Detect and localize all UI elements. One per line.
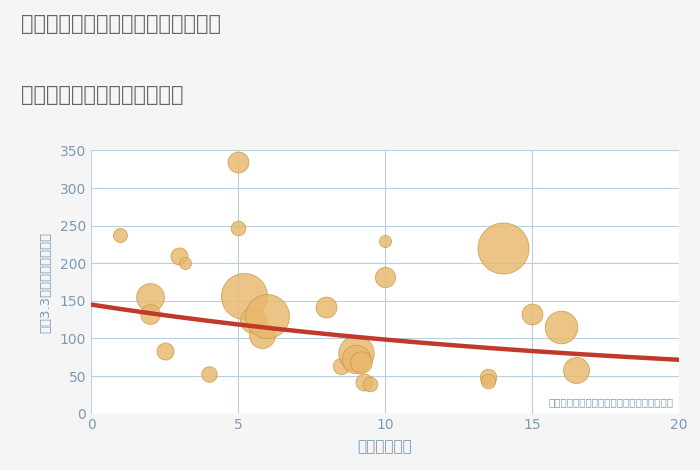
Point xyxy=(238,292,249,299)
Point xyxy=(321,303,332,311)
Text: 円の大きさは、取引のあった物件面積を示す: 円の大きさは、取引のあった物件面積を示す xyxy=(548,398,673,407)
Point xyxy=(262,312,273,320)
Point xyxy=(526,310,538,317)
Point xyxy=(356,359,367,366)
Point xyxy=(556,323,567,331)
Text: 大阪府南河内郡河南町さくら坂南の: 大阪府南河内郡河南町さくら坂南の xyxy=(21,14,221,34)
Point xyxy=(497,244,508,252)
Point xyxy=(232,158,244,165)
Point xyxy=(159,347,170,355)
Point xyxy=(350,356,361,363)
Point xyxy=(335,362,346,370)
Text: 駅距離別中古マンション価格: 駅距離別中古マンション価格 xyxy=(21,85,183,105)
Point xyxy=(232,224,244,232)
Point xyxy=(482,373,493,381)
Point xyxy=(174,252,185,259)
Point xyxy=(350,350,361,357)
Point xyxy=(365,380,376,387)
Point xyxy=(203,371,214,378)
Point xyxy=(379,238,391,245)
Point xyxy=(247,316,258,323)
Point xyxy=(359,378,370,386)
Point xyxy=(144,310,155,317)
Point xyxy=(256,331,267,338)
Point xyxy=(570,366,582,374)
X-axis label: 駅距離（分）: 駅距離（分） xyxy=(358,439,412,454)
Point xyxy=(179,259,190,267)
Point xyxy=(482,377,493,384)
Point xyxy=(115,231,126,238)
Y-axis label: 坪（3.3㎡）単価（万円）: 坪（3.3㎡）単価（万円） xyxy=(40,231,52,333)
Point xyxy=(144,293,155,301)
Point xyxy=(379,273,391,281)
